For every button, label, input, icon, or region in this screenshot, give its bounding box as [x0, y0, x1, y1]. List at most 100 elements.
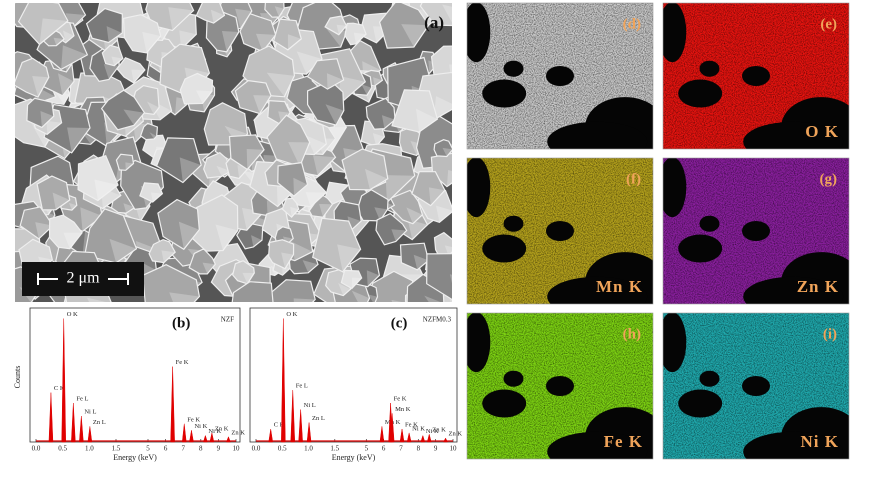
crystal-facet	[146, 101, 160, 115]
x-tick-label: 6	[382, 445, 386, 453]
map-void	[743, 431, 844, 459]
crystal-facet	[242, 272, 255, 284]
map-void	[663, 158, 687, 218]
crystal-facet	[221, 31, 239, 52]
crystal	[26, 97, 55, 129]
peak-label: Fe K	[176, 359, 189, 366]
crystal	[375, 212, 408, 246]
crystal	[17, 3, 69, 46]
x-tick-label: 7	[181, 445, 185, 453]
crystal	[231, 281, 274, 302]
crystal-facet	[413, 254, 429, 270]
crystal	[77, 154, 119, 202]
crystal	[340, 269, 363, 290]
peak-label: Ni L	[84, 408, 96, 415]
crystal-facet	[351, 290, 370, 302]
element-map	[467, 158, 653, 304]
scale-bar-label: 2 μm	[66, 270, 100, 287]
crystal	[100, 89, 146, 131]
crystal-facet	[123, 203, 136, 214]
crystal	[157, 198, 200, 251]
x-tick-label: 5	[365, 445, 369, 453]
crystal-facet	[202, 262, 216, 274]
crystal-facet	[106, 26, 123, 43]
crystal-facet	[252, 301, 254, 302]
crystal	[234, 79, 272, 115]
crystal	[277, 161, 309, 197]
peak	[268, 428, 274, 443]
peak	[189, 430, 194, 443]
map-void	[467, 3, 491, 63]
map-border	[662, 2, 850, 150]
crystal-facet	[210, 9, 225, 24]
crystal-facet	[325, 104, 344, 126]
crystal-facet	[446, 169, 452, 187]
crystal-facet	[161, 250, 176, 263]
crystal-facet	[305, 192, 327, 207]
crystal	[307, 79, 345, 126]
x-tick-label: 10	[450, 445, 458, 453]
crystal-facet	[255, 33, 276, 52]
crystal-facet	[266, 200, 284, 216]
map-void	[482, 234, 527, 263]
peak-label: Ni K	[412, 425, 425, 432]
crystal-facet	[337, 76, 366, 106]
peak-label: Zn L	[312, 415, 325, 422]
crystal-facet	[442, 147, 452, 157]
crystal	[48, 214, 83, 250]
scale-bar-gap	[58, 270, 108, 288]
panel-label: (a)	[424, 13, 444, 32]
x-tick-label: 5	[146, 445, 150, 453]
map-border	[662, 312, 850, 460]
peak	[71, 402, 76, 443]
crystal-facet	[86, 297, 106, 302]
crystal-facet	[353, 32, 367, 44]
map-void	[482, 389, 527, 418]
crystal-facet	[364, 168, 388, 190]
crystal-facet	[80, 207, 103, 232]
map-element: Zn K	[797, 277, 839, 296]
x-tick-label: 0.0	[32, 445, 41, 453]
peak	[306, 422, 312, 443]
panel-label: (d)	[623, 16, 641, 32]
crystal-facet	[195, 90, 212, 104]
peak	[79, 415, 84, 443]
crystal	[115, 153, 135, 171]
crystal-facet	[361, 84, 372, 96]
crystal	[272, 18, 302, 51]
map-void	[546, 221, 574, 241]
peak-label: Fe K	[405, 421, 418, 428]
peak	[281, 318, 286, 443]
element-maps: (d) (e) O K (f) Mn K (g) Zn K (h) Fe K (i) Ni K	[466, 2, 850, 460]
map-void	[467, 313, 491, 373]
crystal-facet	[428, 187, 445, 206]
x-tick-label: 0.5	[58, 445, 67, 453]
peak	[226, 436, 231, 443]
crystal-facet	[433, 96, 452, 120]
crystal	[139, 182, 164, 203]
peak-label: O K	[286, 311, 297, 318]
crystal	[433, 139, 452, 158]
map-border	[466, 2, 654, 150]
peak	[426, 434, 432, 443]
x-tick-label: 1.5	[112, 445, 121, 453]
map-void	[742, 221, 770, 241]
crystal-facet	[338, 283, 351, 296]
crystal-facet	[293, 298, 316, 302]
map-void	[663, 313, 687, 373]
crystal-facet	[103, 64, 120, 80]
crystal-facet	[326, 73, 344, 90]
peak-label: Ni K	[208, 428, 221, 435]
crystal	[155, 137, 202, 184]
sample-name: NZFM0.3	[423, 316, 452, 324]
panel-label: (e)	[820, 16, 837, 32]
map-void	[678, 389, 723, 418]
crystal	[306, 58, 345, 90]
crystal	[36, 175, 71, 211]
map-void	[503, 370, 524, 387]
crystal-facet	[40, 110, 54, 128]
peak	[170, 366, 175, 443]
crystal-facet	[351, 277, 362, 289]
map-void	[743, 121, 844, 149]
